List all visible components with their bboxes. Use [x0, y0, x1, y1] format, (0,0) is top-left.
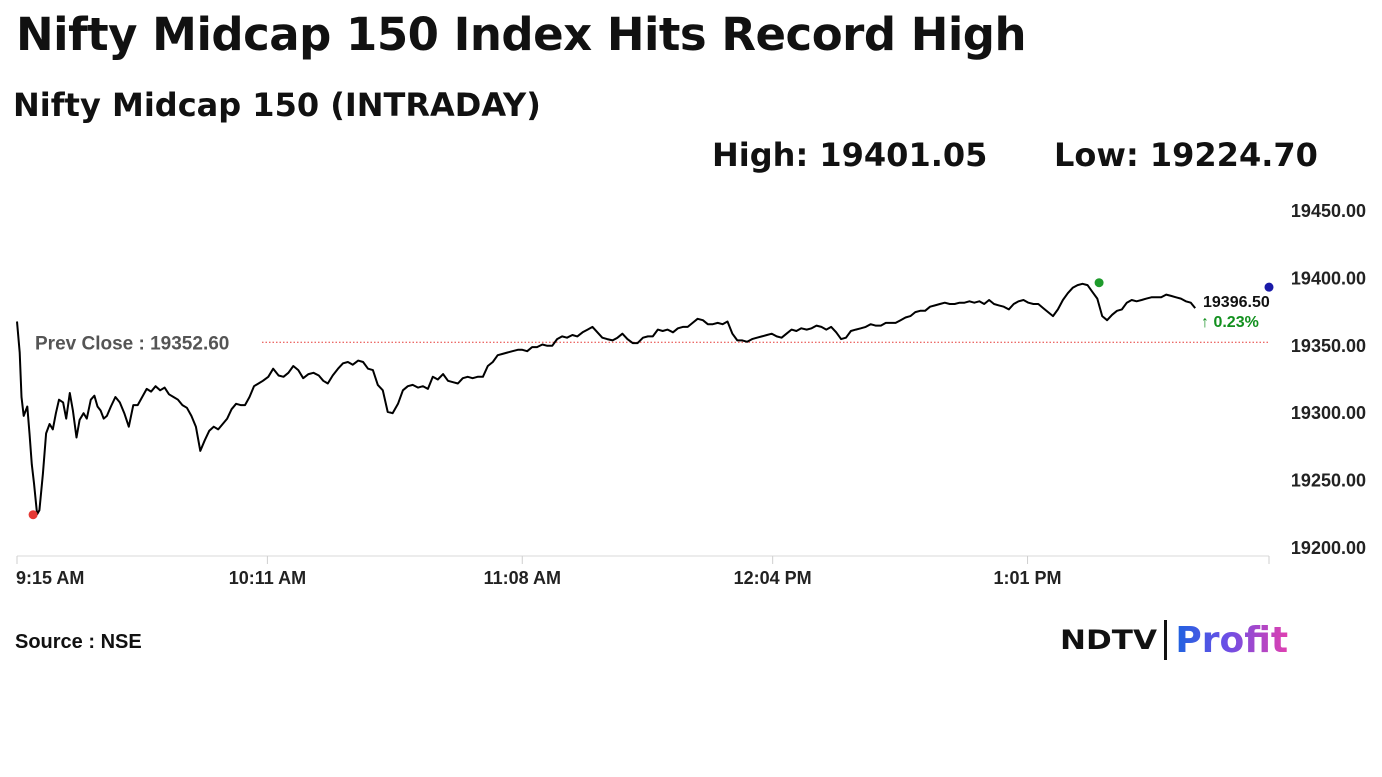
- y-tick-label: 19400.00: [1291, 268, 1366, 288]
- day-low-marker: [28, 510, 38, 520]
- y-tick-label: 19450.00: [1291, 201, 1366, 221]
- chart-title: Nifty Midcap 150 (INTRADAY): [13, 86, 541, 124]
- x-axis: 9:15 AM 10:11 AM 11:08 AM 12:04 PM 1:01 PM: [16, 555, 1270, 588]
- x-tick-label: 12:04 PM: [734, 568, 812, 588]
- day-high-marker: [1094, 278, 1104, 288]
- markers: [28, 278, 1274, 520]
- y-axis: 19450.00 19400.00 19350.00 19300.00 19250.00…: [1291, 201, 1366, 558]
- intraday-line-chart: 19450.00 19400.00 19350.00 19300.00 19250.00…: [16, 201, 1366, 588]
- y-tick-label: 19200.00: [1291, 538, 1366, 558]
- x-tick-label: 11:08 AM: [484, 568, 561, 588]
- y-tick-label: 19250.00: [1291, 471, 1366, 491]
- logo-divider: [1164, 620, 1168, 660]
- series-line: [16, 282, 1196, 516]
- x-tick-label: 9:15 AM: [16, 568, 84, 588]
- logo-profit-text: Profit: [1175, 619, 1289, 661]
- prev-close-group: Prev Close : 19352.60: [35, 333, 1269, 354]
- logo-ndtv-text: NDTV: [1060, 624, 1157, 656]
- prev-close-label: Prev Close : 19352.60: [35, 333, 229, 354]
- last-labels: 19396.50 ↑ 0.23%: [1201, 294, 1270, 331]
- last-change-label: ↑ 0.23%: [1201, 314, 1259, 331]
- last-price-marker: [1264, 282, 1274, 292]
- low-stat: Low: 19224.70: [1054, 136, 1318, 174]
- ndtv-profit-logo: NDTV Profit: [1060, 618, 1288, 662]
- high-stat: High: 19401.05: [712, 136, 988, 174]
- x-tick-label: 10:11 AM: [229, 568, 306, 588]
- y-tick-label: 19300.00: [1291, 403, 1366, 423]
- source-note: Source : NSE: [15, 631, 142, 653]
- y-tick-label: 19350.00: [1291, 336, 1366, 356]
- headline: Nifty Midcap 150 Index Hits Record High: [16, 8, 1027, 61]
- last-value-label: 19396.50: [1203, 294, 1270, 311]
- x-tick-label: 1:01 PM: [994, 568, 1062, 588]
